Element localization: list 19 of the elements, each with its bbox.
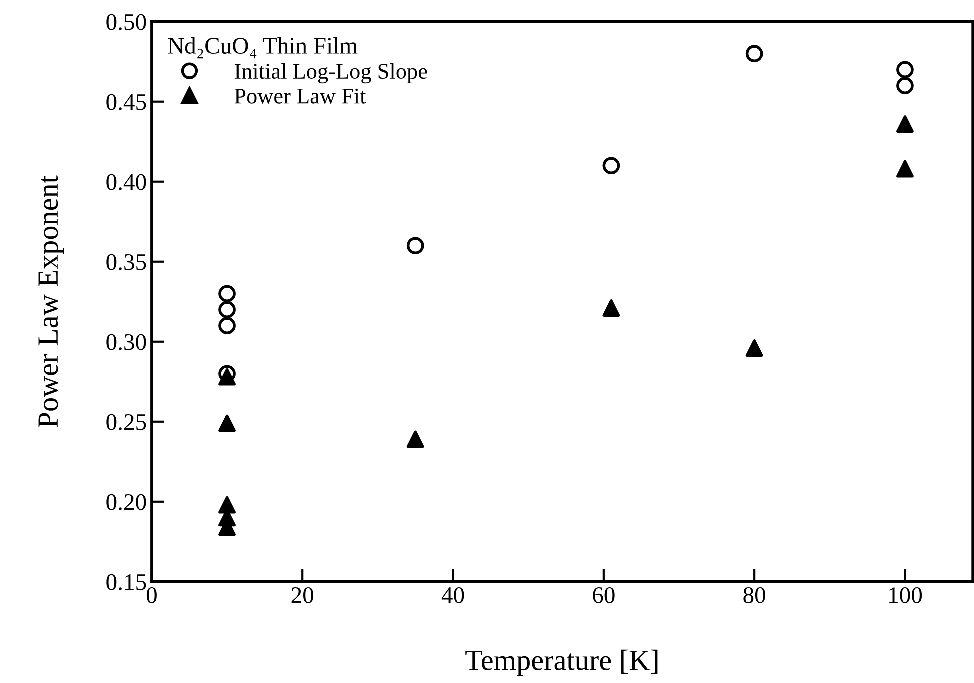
x-tick-label: 60 (593, 587, 615, 604)
y-tick-label: 0.30 (106, 334, 146, 350)
legend-label: Initial Log-Log Slope (234, 63, 428, 84)
legend-title: Nd₂CuO₄ Thin Film (168, 37, 358, 59)
x-tick-label: 20 (292, 587, 314, 604)
x-axis-title: Temperature [K] (466, 650, 658, 676)
y-tick-label: 0.15 (106, 574, 146, 590)
y-axis-title: Power Law Exponent (38, 176, 64, 428)
y-tick-label: 0.25 (106, 414, 146, 430)
x-tick-label: 40 (442, 587, 464, 604)
legend-label: Power Law Fit (234, 88, 366, 104)
y-tick-label: 0.45 (106, 94, 146, 110)
y-tick-label: 0.20 (106, 494, 146, 510)
y-tick-label: 0.40 (106, 174, 146, 190)
x-tick-label: 80 (744, 587, 766, 604)
x-tick-label: 100 (890, 587, 922, 604)
y-tick-label: 0.50 (106, 14, 146, 30)
y-tick-label: 0.35 (106, 254, 146, 270)
x-tick-label: 0 (146, 587, 157, 604)
